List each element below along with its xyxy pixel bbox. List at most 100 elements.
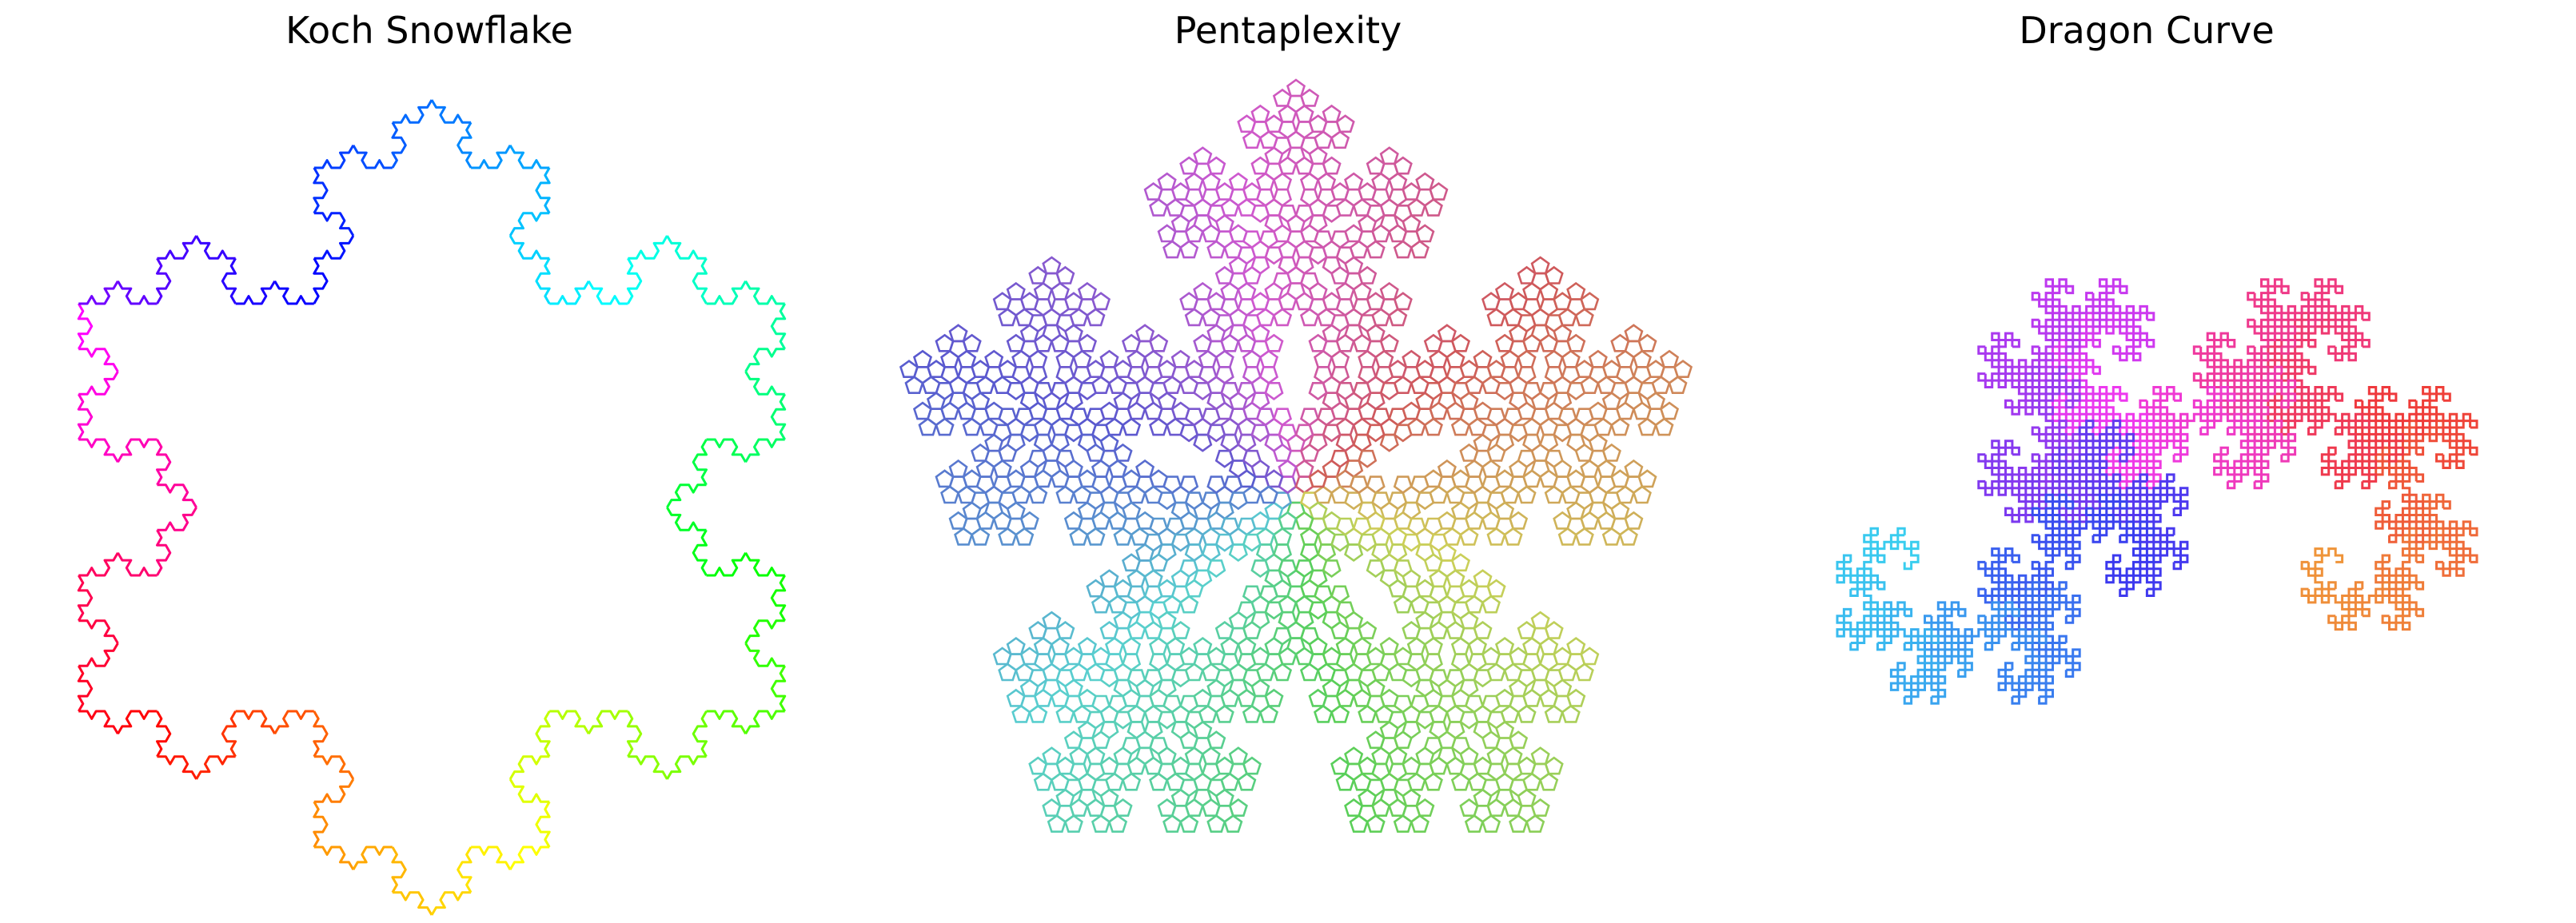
pentagon-tile (1278, 646, 1298, 666)
dragon-curve-segment (2111, 426, 2135, 463)
pentagon-tile (1437, 324, 1457, 343)
pentagon-tile (1294, 511, 1314, 530)
pentagon-tile (1486, 527, 1506, 546)
koch-curve-segment (744, 280, 785, 305)
pentagon-tile (1299, 662, 1320, 682)
pentagon-tile (1553, 511, 1573, 530)
pentagon-tile (1264, 333, 1284, 352)
pentagon-tile (1214, 501, 1234, 520)
pentagon-tile (1258, 349, 1279, 368)
koch-curve-segment (78, 371, 119, 396)
pentagon-tile (984, 433, 1004, 452)
dragon-curve-segment (2038, 493, 2075, 516)
pentagon-tile (1042, 256, 1062, 275)
pentagon-tile (1486, 408, 1506, 427)
pentagon-tile (1423, 469, 1443, 488)
dragon-curve-segment (2455, 420, 2478, 456)
koch-curve-segment (430, 99, 472, 124)
dragon-curve-segment (1924, 668, 1947, 705)
pentagon-tile (1459, 710, 1479, 730)
pentagon-tile (1393, 424, 1413, 443)
pentagon-tile (1006, 281, 1026, 300)
pentagon-tile (1352, 333, 1372, 352)
pentagon-tile (1601, 392, 1621, 411)
pentaplexity-plot (899, 78, 1693, 833)
pentagon-tile (1184, 543, 1204, 563)
pentagon-tile (1127, 485, 1146, 504)
koch-curve-segment (471, 144, 512, 169)
pentagon-tile (1654, 417, 1674, 436)
pentagon-tile (1042, 611, 1062, 630)
pentagon-tile (1352, 772, 1372, 791)
pentagon-tile (1388, 224, 1408, 243)
pentagon-tile (1264, 114, 1284, 133)
pentagon-tile (1299, 627, 1320, 646)
dragon-curve-segment (2031, 635, 2068, 658)
pentagon-tile (1113, 678, 1133, 698)
pentagon-tile (1429, 181, 1449, 201)
pentagon-tile (1272, 543, 1293, 563)
dragon-curve-segment (1944, 607, 1967, 644)
dragon-curve-segment (1930, 654, 1967, 678)
dragon-curve-segment (2031, 527, 2068, 551)
pentagon-tile (1459, 611, 1479, 630)
pentagon-tile (1366, 392, 1386, 411)
pentagon-tile (1294, 646, 1314, 666)
pentagon-tile (1335, 333, 1355, 352)
pentagon-tile (1162, 694, 1182, 714)
dragon-curve-segment (2064, 467, 2101, 490)
pentagon-tile (1201, 172, 1221, 191)
dragon-curve-segment (2058, 446, 2095, 469)
dragon-curve-segment (2213, 392, 2236, 429)
pentagon-tile (1366, 678, 1386, 698)
pentagon-tile (1028, 349, 1048, 368)
dragon-curve-segment (2415, 386, 2451, 409)
dragon-curve-segment (2307, 278, 2344, 301)
dragon-curve-segment (1916, 635, 1940, 671)
pentagon-tile (1264, 214, 1284, 233)
pentagon-tile (1278, 156, 1298, 175)
pentagon-tile (1107, 694, 1128, 714)
pentagon-tile (1170, 213, 1190, 233)
pentagon-tile (1228, 224, 1248, 243)
pentagon-tile (1371, 543, 1391, 563)
pentagon-tile (1193, 501, 1213, 520)
dragon-curve-segment (1889, 607, 1913, 644)
dragon-curve-segment (2199, 332, 2236, 355)
pentagon-tile (1322, 511, 1342, 530)
pentagon-tile (1179, 730, 1199, 750)
pentagon-tile (1127, 401, 1146, 420)
dragon-curve-segment (2038, 654, 2075, 678)
pentagon-tile (1237, 381, 1257, 401)
pentagon-tile (1659, 349, 1680, 368)
dragon-curve-segment (2139, 507, 2162, 543)
pentagon-tile (1446, 569, 1465, 588)
pentagon-tile (1237, 114, 1257, 133)
dragon-curve-segment (1896, 662, 1933, 685)
dragon-curve-segment (2058, 587, 2081, 624)
dragon-curve-segment (1977, 345, 2000, 382)
pentagon-tile (1352, 381, 1372, 401)
dragon-curve-segment (1977, 615, 2000, 651)
pentagon-tile (904, 376, 924, 395)
pentagon-tile (1393, 292, 1413, 311)
dragon-curve-segment (2011, 682, 2048, 705)
pentagon-tile (1286, 213, 1306, 233)
pentagon-tile (1481, 694, 1501, 714)
pentagon-tile (1509, 292, 1529, 311)
pentagon-tile (1135, 324, 1155, 343)
pentagon-tile (1588, 401, 1608, 420)
dragon-curve-segment (2119, 574, 2155, 597)
pentagon-tile (1113, 443, 1133, 462)
pentagon-tile (1214, 756, 1234, 775)
pentagon-tile (1522, 772, 1542, 791)
pentagon-tile (1242, 620, 1262, 639)
pentagon-tile (1415, 360, 1435, 379)
pentagon-tile (1201, 491, 1221, 511)
pentagon-tile (1494, 636, 1515, 655)
dragon-curve-segment (2247, 453, 2270, 490)
dragon-curve-segment (2428, 500, 2451, 537)
pentagon-tile (1250, 324, 1270, 343)
pentagon-tile (1157, 710, 1177, 730)
pentagon-tile (1429, 569, 1449, 588)
